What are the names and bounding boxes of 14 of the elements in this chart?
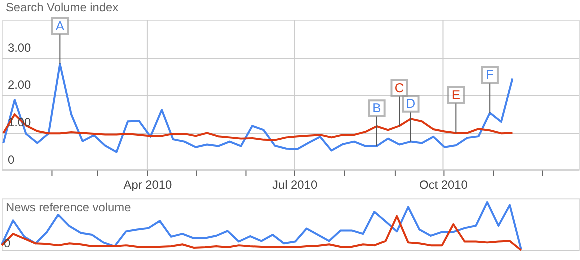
y-tick-label: 3.00 xyxy=(8,40,32,55)
annotation: D xyxy=(406,96,416,111)
annotation: A xyxy=(56,18,65,34)
annotation: B xyxy=(372,100,382,116)
y-axis-title: Search Volume index xyxy=(6,0,119,15)
annotation: C xyxy=(394,80,404,96)
x-tick-label: Apr 2010 xyxy=(124,178,173,192)
x-tick-label: Jul 2010 xyxy=(272,178,318,192)
annotation: E xyxy=(452,87,461,102)
x-tick-label: Oct 2010 xyxy=(420,178,468,192)
annotation: F xyxy=(486,67,494,82)
y-tick-label: 0 xyxy=(8,152,15,167)
y-tick-label: 2.00 xyxy=(8,78,32,92)
y-axis-title: News reference volume xyxy=(6,200,132,215)
